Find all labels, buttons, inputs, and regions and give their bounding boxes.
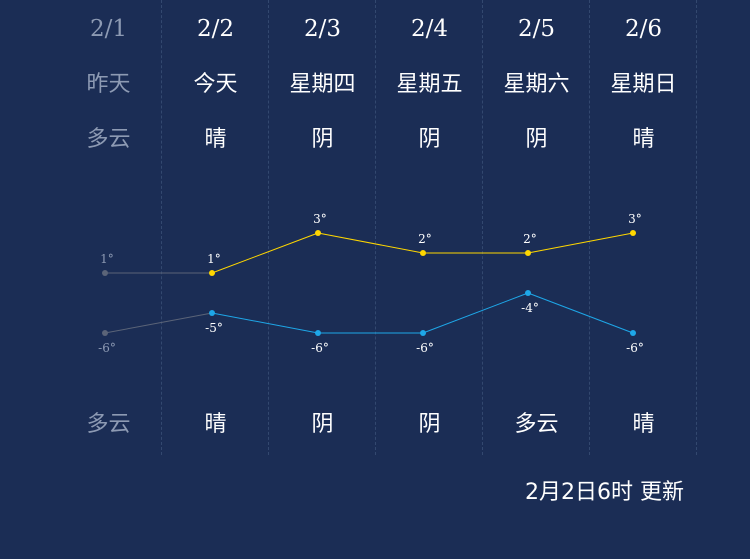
low-temp-label: -6°	[626, 341, 644, 355]
weather-night: 多云	[86, 412, 131, 437]
high-temp-label: 2°	[523, 232, 537, 246]
series-1-point	[102, 330, 108, 336]
column-divider	[589, 0, 590, 455]
low-temp-label: -6°	[416, 341, 434, 355]
series-1-segment	[104, 312, 213, 334]
weather-day: 阴	[311, 127, 334, 152]
high-temp-label: 3°	[313, 212, 327, 226]
day-date: 2/2	[196, 16, 234, 42]
series-1-segment	[422, 292, 529, 334]
high-temp-label: 1°	[207, 252, 221, 266]
day-label: 星期日	[610, 72, 677, 97]
high-temp-label: 1°	[100, 252, 114, 266]
day-label: 星期五	[396, 72, 463, 97]
day-column: 2/4 星期五阴阴	[376, 0, 483, 455]
high-temp-label: 2°	[418, 232, 432, 246]
day-date: 2/4	[410, 16, 448, 42]
weather-day: 晴	[632, 127, 655, 152]
day-column: 2/5 星期六阴多云	[483, 0, 590, 455]
day-column: 2/2 今天晴晴	[162, 0, 269, 455]
day-label: 今天	[193, 72, 238, 97]
day-column: 2/1 昨天 多云 多云	[55, 0, 162, 455]
column-divider	[696, 0, 697, 455]
high-temp-label: 3°	[628, 212, 642, 226]
weather-night: 多云	[514, 412, 559, 437]
series-1-segment	[527, 292, 634, 334]
series-0-point	[102, 270, 108, 276]
series-0-segment	[527, 232, 634, 254]
day-column: 2/3 星期四阴阴	[269, 0, 376, 455]
series-1-point	[630, 330, 636, 336]
series-1-point	[525, 290, 531, 296]
day-date: 2/6	[624, 16, 662, 42]
series-0-segment	[211, 232, 319, 274]
column-divider	[161, 0, 162, 455]
day-column: 2/6 星期日晴晴	[590, 0, 697, 455]
weather-night: 阴	[418, 412, 441, 437]
series-0-point	[525, 250, 531, 256]
update-time: 2月2日6时 更新	[525, 480, 684, 505]
weather-night: 晴	[632, 412, 655, 437]
day-label: 星期六	[503, 72, 570, 97]
series-0-point	[315, 230, 321, 236]
series-0-point	[209, 270, 215, 276]
column-divider	[268, 0, 269, 455]
day-label: 昨天	[86, 72, 131, 97]
series-0-point	[630, 230, 636, 236]
low-temp-label: -4°	[521, 301, 539, 315]
series-1-segment	[211, 312, 319, 334]
weather-night: 阴	[311, 412, 334, 437]
day-date: 2/1	[89, 16, 127, 42]
weather-day: 阴	[525, 127, 548, 152]
series-1-point	[420, 330, 426, 336]
day-date: 2/5	[517, 16, 555, 42]
column-divider	[375, 0, 376, 455]
low-temp-label: -6°	[98, 341, 116, 355]
day-date: 2/3	[303, 16, 341, 42]
low-temp-label: -6°	[311, 341, 329, 355]
series-1-point	[209, 310, 215, 316]
weather-day: 晴	[204, 127, 227, 152]
series-1-point	[315, 330, 321, 336]
weather-day: 多云	[86, 127, 131, 152]
series-0-point	[420, 250, 426, 256]
low-temp-label: -5°	[205, 321, 223, 335]
weather-day: 阴	[418, 127, 441, 152]
series-0-segment	[317, 232, 424, 254]
weather-night: 晴	[204, 412, 227, 437]
day-label: 星期四	[289, 72, 356, 97]
column-divider	[482, 0, 483, 455]
